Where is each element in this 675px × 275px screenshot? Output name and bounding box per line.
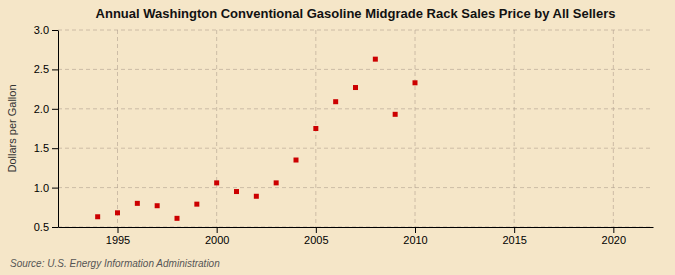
point [373, 57, 378, 62]
plot-area: 1995 2000 2005 2010 2015 2020 0.5 1.0 1.5 2.0 2.5 3… [34, 24, 654, 246]
point [274, 180, 279, 185]
y-axis-tick-mark [52, 109, 58, 110]
points [95, 57, 417, 221]
point [115, 210, 120, 215]
y-axis-tick-mark [52, 227, 58, 228]
x-axis-tick-label: 1995 [106, 234, 130, 246]
point [353, 85, 358, 90]
point [95, 214, 100, 219]
x-axis-tick-label: 2010 [403, 234, 427, 246]
x-axis-tick: 2005 [304, 227, 328, 246]
y-axis-tick-label: 1.5 [34, 142, 49, 154]
x-grid-line [216, 30, 217, 227]
y-axis-tick-mark [52, 148, 58, 149]
y-axis-line [58, 31, 59, 228]
y-axis-tick: 1.5 [34, 142, 58, 154]
y-grid-line [58, 108, 653, 109]
x-axis-tick-label: 2020 [602, 234, 626, 246]
x-axis-tick-label: 2005 [304, 234, 328, 246]
x-axis-tick: 2020 [602, 227, 626, 246]
title: Annual Washington Conventional Gasoline … [96, 6, 616, 21]
point [254, 194, 259, 199]
x-grid-line [415, 30, 416, 227]
y-axis-tick: 2.5 [34, 63, 58, 75]
y-axis-tick-label: 2.0 [34, 103, 49, 115]
y-axis-tick-label: 3.0 [34, 24, 49, 36]
x-axis-tick-mark [217, 227, 218, 233]
y-grid-line [58, 69, 653, 70]
y-grid-line [58, 148, 653, 149]
point [413, 80, 418, 85]
y-grid-line [58, 187, 653, 188]
y-axis-tick-mark [52, 69, 58, 70]
y-axis: 0.5 1.0 1.5 2.0 2.5 3.0 [34, 24, 59, 233]
y-axis-tick: 2.0 [34, 103, 58, 115]
grid [58, 30, 653, 227]
point [135, 201, 140, 206]
x-axis-tick-mark [613, 227, 614, 233]
x-axis-line [59, 227, 654, 228]
point [234, 189, 239, 194]
y-axis-tick: 1.0 [34, 182, 58, 194]
point [194, 202, 199, 207]
y-axis-tick-label: 0.5 [34, 221, 49, 233]
x-axis-tick-mark [514, 227, 515, 233]
x-axis-tick-mark [415, 227, 416, 233]
y-axis-tick: 3.0 [34, 24, 58, 36]
point [333, 99, 338, 104]
background [0, 0, 675, 275]
x-axis-tick-mark [316, 227, 317, 233]
y-axis-tick-label: 1.0 [34, 182, 49, 194]
source-note: Source: U.S. Energy Information Administ… [10, 258, 220, 269]
point [294, 158, 299, 163]
chart: 1995 2000 2005 2010 2015 2020 0.5 1.0 1.5 2.0 2.5 3… [0, 0, 675, 275]
point [313, 126, 318, 131]
y-grid-line [58, 227, 653, 228]
x-grid-line [514, 30, 515, 227]
y-grid-line [58, 30, 653, 31]
x-grid-line [117, 30, 118, 227]
x-axis-tick-label: 2015 [502, 234, 526, 246]
y-axis-tick: 0.5 [34, 221, 58, 233]
x-grid-line [613, 30, 614, 227]
x-axis-tick: 2010 [403, 227, 427, 246]
y-axis-tick-mark [52, 30, 58, 31]
x-axis-tick-label: 2000 [205, 234, 229, 246]
x-axis-tick: 1995 [106, 227, 130, 246]
x-axis-tick: 2000 [205, 227, 229, 246]
point [393, 112, 398, 117]
x-axis-tick-mark [118, 227, 119, 233]
point [214, 180, 219, 185]
point [155, 203, 160, 208]
y-axis-tick-mark [52, 188, 58, 189]
y-axis-title: Dollars per Gallon [6, 84, 18, 172]
x-axis-tick: 2015 [502, 227, 526, 246]
x-axis: 1995 2000 2005 2010 2015 2020 [59, 227, 654, 246]
point [175, 216, 180, 221]
y-axis-tick-label: 2.5 [34, 63, 49, 75]
